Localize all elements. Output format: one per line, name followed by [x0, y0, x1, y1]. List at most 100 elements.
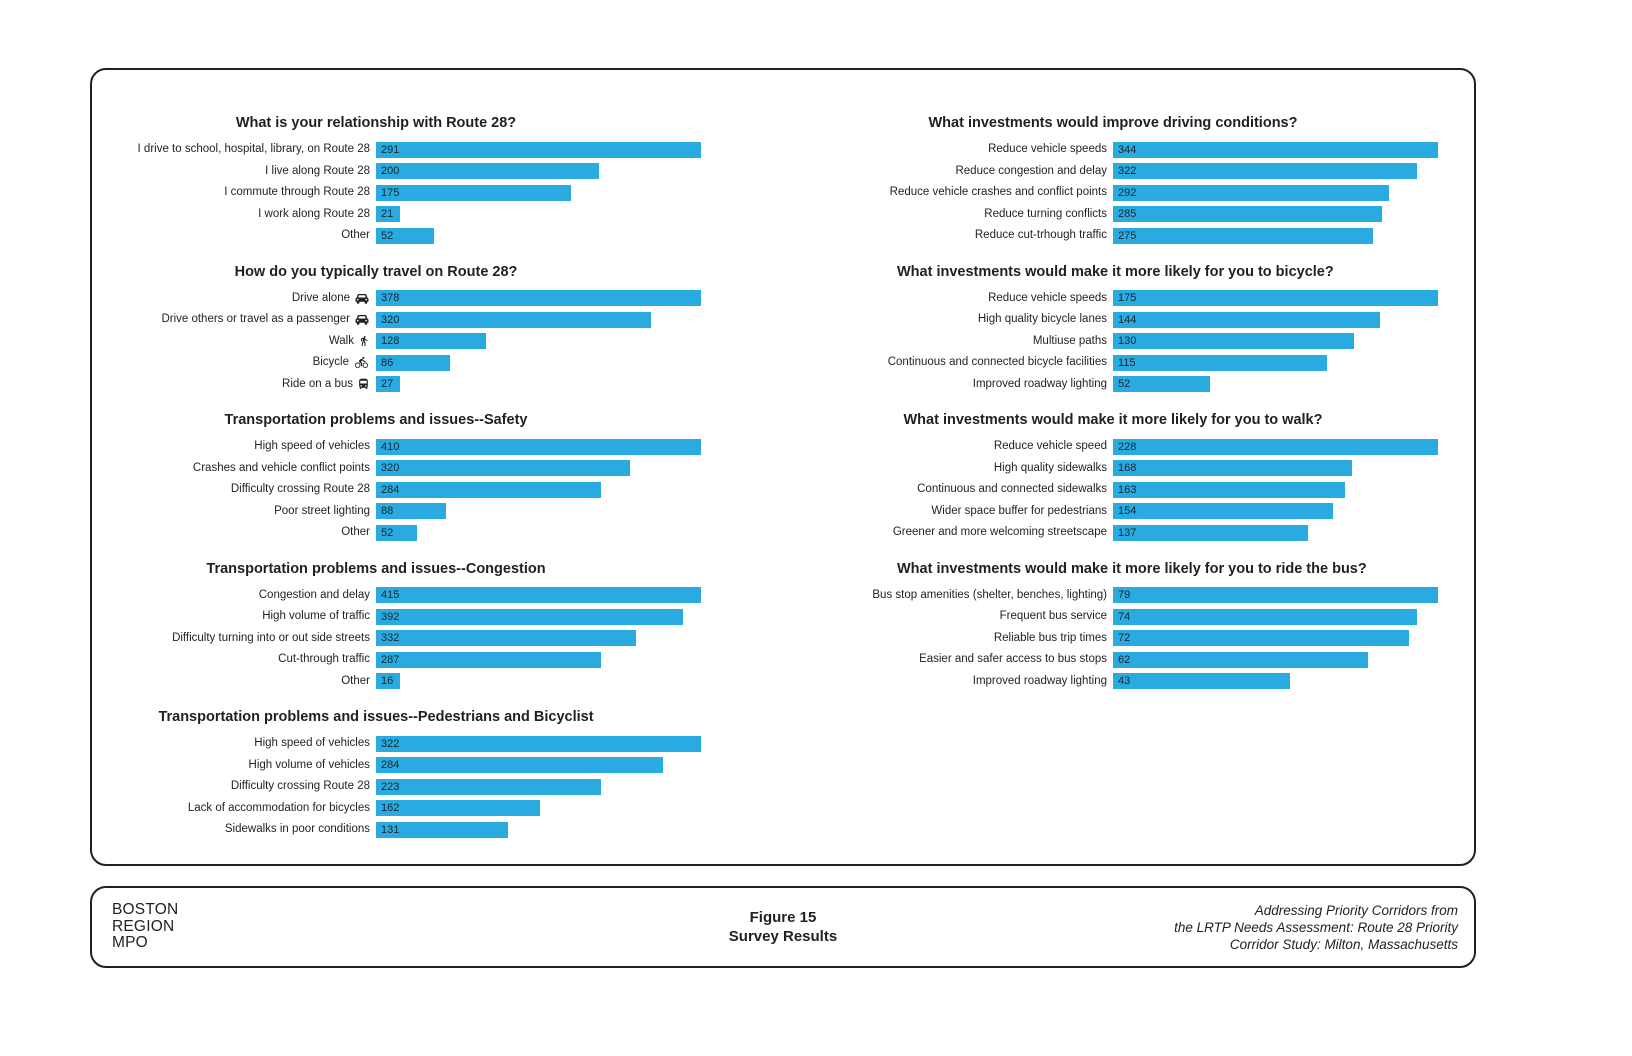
bar-fill: 27 — [376, 376, 400, 393]
bar-value: 131 — [381, 823, 400, 836]
bar-fill: 16 — [376, 673, 400, 690]
bar-track: 392 — [376, 608, 701, 625]
bar-label-text: Reduce congestion and delay — [955, 164, 1107, 177]
bar-value: 88 — [381, 505, 394, 518]
bar-row: Crashes and vehicle conflict points 320 — [142, 458, 701, 480]
bar-label: Reduce vehicle speed — [897, 440, 1113, 453]
chart-title: Transportation problems and issues--Pede… — [158, 709, 594, 725]
bar-label-text: Easier and safer access to bus stops — [919, 653, 1107, 666]
bar-row: Frequent bus service 74 — [897, 606, 1438, 628]
bar-label: I live along Route 28 — [142, 165, 376, 178]
bar-fill: 21 — [376, 206, 400, 223]
bar-label: Walk — [142, 334, 376, 348]
bar-label: Continuous and connected bicycle facilit… — [888, 356, 1113, 369]
bar-row: Poor street lighting 88 — [142, 501, 701, 523]
bar-label-text: Difficulty turning into or out side stre… — [172, 631, 370, 644]
bar-fill: 415 — [376, 587, 701, 604]
bar-value: 332 — [381, 632, 400, 645]
bar-track: 128 — [376, 333, 701, 350]
bar-row: High quality bicycle lanes 144 — [897, 309, 1438, 331]
bar-label-text: Multiuse paths — [1032, 334, 1107, 347]
chart-title: What investments would make it more like… — [897, 263, 1334, 280]
bar-label: Drive alone — [142, 292, 376, 305]
bar-label-text: Other — [341, 229, 370, 242]
bar-value: 285 — [1118, 208, 1137, 221]
bar-row: High speed of vehicles 322 — [142, 733, 701, 755]
bar-label-text: High speed of vehicles — [254, 440, 370, 453]
bar-track: 21 — [376, 206, 701, 223]
bar-row: Reduce vehicle speeds 175 — [897, 288, 1438, 310]
footer-panel: BOSTON REGION MPO Figure 15 Survey Resul… — [90, 886, 1476, 968]
bar-track: 378 — [376, 290, 701, 307]
bar-fill: 137 — [1113, 524, 1309, 541]
bar-label: Wider space buffer for pedestrians — [897, 505, 1113, 518]
bar-row: Difficulty turning into or out side stre… — [142, 628, 701, 650]
bar-fill: 74 — [1113, 608, 1418, 625]
bar-label-text: Frequent bus service — [999, 610, 1107, 623]
bar-fill: 115 — [1113, 354, 1327, 371]
bar-row: Bus stop amenities (shelter, benches, li… — [872, 585, 1438, 607]
bar-label-text: Ride on a bus — [282, 377, 353, 390]
bar-fill: 322 — [376, 735, 701, 752]
bar-label-text: Reduce cut-trhough traffic — [974, 229, 1107, 242]
bar-fill: 62 — [1113, 651, 1369, 668]
bar-fill: 284 — [376, 481, 602, 498]
bar-label-text: Reduce vehicle speed — [993, 440, 1107, 453]
bar-row: Reduce vehicle crashes and conflict poin… — [890, 182, 1438, 204]
bar-value: 43 — [1118, 675, 1131, 688]
bar-row: Reliable bus trip times 72 — [897, 628, 1438, 650]
bar-value: 168 — [1118, 462, 1137, 475]
bar-row: Improved roadway lighting 52 — [897, 374, 1438, 396]
bar-track: 43 — [1113, 673, 1438, 690]
bar-label-text: Other — [341, 526, 370, 539]
bar-label: Difficulty crossing Route 28 — [142, 483, 376, 496]
bar-row: Continuous and connected bicycle facilit… — [888, 352, 1438, 374]
bar-label: High speed of vehicles — [142, 737, 376, 750]
bar-fill: 175 — [376, 184, 572, 201]
bar-label-text: Improved roadway lighting — [972, 377, 1107, 390]
bar-fill: 162 — [376, 800, 540, 817]
bar-track: 163 — [1113, 481, 1438, 498]
bar-label: Reduce cut-trhough traffic — [897, 229, 1113, 242]
bar-track: 344 — [1113, 141, 1438, 158]
bar-label-text: High volume of traffic — [262, 610, 370, 623]
bar-label: Other — [142, 526, 376, 539]
bar-value: 378 — [381, 292, 400, 305]
chart-title: How do you typically travel on Route 28? — [234, 263, 518, 280]
bar-fill: 131 — [376, 821, 509, 838]
bar-label: Reduce turning conflicts — [897, 208, 1113, 221]
bar-label: High quality bicycle lanes — [897, 313, 1113, 326]
bar-label-text: High speed of vehicles — [254, 737, 370, 750]
bar-track: 154 — [1113, 503, 1438, 520]
bar-row: Other 52 — [142, 522, 701, 544]
bar-value: 284 — [381, 483, 400, 496]
bar-track: 228 — [1113, 438, 1438, 455]
charts-left-column: What is your relationship with Route 28?… — [138, 114, 701, 857]
bar-fill: 292 — [1113, 184, 1389, 201]
bar-label: Improved roadway lighting — [897, 378, 1113, 391]
footer-org-line: BOSTON — [112, 901, 179, 919]
bar-fill: 154 — [1113, 503, 1333, 520]
bar-row: Greener and more welcoming streetscape 13… — [893, 522, 1438, 544]
bar-track: 130 — [1113, 333, 1438, 350]
bar-row: Lack of accommodation for bicycles 162 — [142, 798, 701, 820]
bar-fill: 52 — [376, 227, 435, 244]
bar-fill: 43 — [1113, 673, 1290, 690]
bar-track: 285 — [1113, 206, 1438, 223]
bar-track: 284 — [376, 481, 701, 498]
chart-title: What investments would make it more like… — [897, 560, 1367, 577]
chart-problems-safety: Transportation problems and issues--Safe… — [142, 411, 701, 544]
bar-label: Lack of accommodation for bicycles — [142, 802, 376, 815]
bar-value: 322 — [1118, 165, 1137, 178]
bar-row: Improved roadway lighting 43 — [897, 671, 1438, 693]
footer-org: BOSTON REGION MPO — [112, 902, 178, 952]
bar-track: 86 — [376, 354, 701, 371]
chart-relationship: What is your relationship with Route 28?… — [138, 114, 701, 247]
bar-fill: 392 — [376, 608, 683, 625]
bar-value: 72 — [1118, 632, 1131, 645]
bar-row: Multiuse paths 130 — [897, 331, 1438, 353]
bar-track: 168 — [1113, 460, 1438, 477]
bar-label: Ride on a bus — [142, 377, 376, 391]
bar-value: 175 — [381, 186, 400, 199]
bar-track: 52 — [376, 227, 701, 244]
